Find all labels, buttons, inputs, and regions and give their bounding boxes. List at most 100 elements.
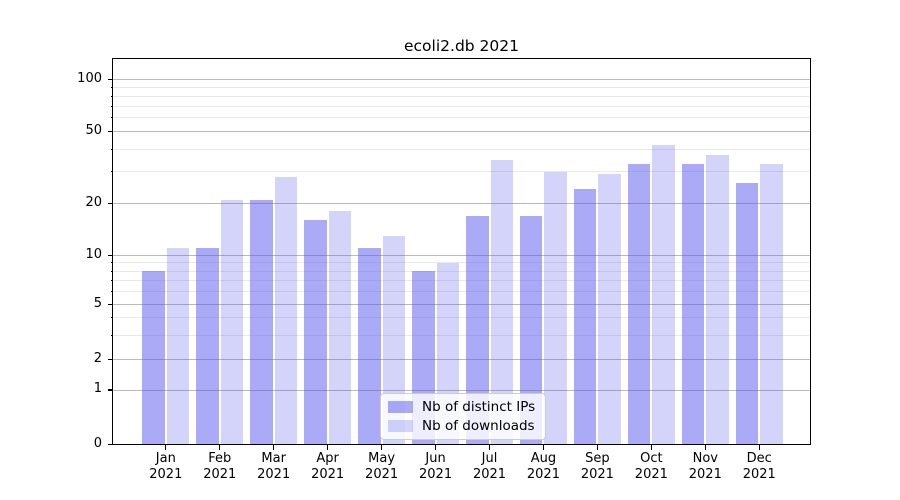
legend-swatch-downloads (388, 420, 413, 432)
y-tick-label: 50 (85, 122, 102, 138)
bar-downloads (652, 145, 675, 445)
x-tick-mark (165, 445, 167, 450)
y-tick-label: 0 (93, 435, 102, 451)
bar-downloads (706, 155, 729, 445)
x-tick-mark (435, 445, 437, 450)
x-tick-mark (650, 445, 652, 450)
x-tick-label: Apr 2021 (300, 451, 356, 483)
gridline-minor (113, 317, 810, 319)
x-tick-month: Oct (640, 451, 663, 466)
x-tick-year: 2021 (634, 467, 668, 482)
bar-downloads (328, 211, 352, 445)
x-tick-month: Feb (208, 451, 232, 466)
y-minor-tick-mark (110, 117, 113, 119)
y-minor-tick-mark (110, 291, 113, 293)
y-tick-mark (108, 443, 113, 446)
x-tick-label: Aug 2021 (515, 451, 571, 483)
y-minor-tick-mark (110, 86, 113, 88)
x-tick-mark (704, 445, 706, 450)
bar-downloads (760, 164, 783, 445)
x-tick-year: 2021 (311, 467, 345, 482)
x-tick-month: Nov (692, 451, 718, 466)
y-tick-label: 100 (77, 70, 102, 86)
x-tick-year: 2021 (580, 467, 614, 482)
y-tick-mark (108, 389, 113, 391)
bar-downloads (490, 159, 513, 445)
legend-label-downloads: Nb of downloads (422, 418, 535, 434)
gridline-major (113, 79, 810, 80)
x-tick-mark (219, 445, 221, 450)
x-tick-label: Jul 2021 (462, 451, 518, 483)
x-tick-label: Jan 2021 (138, 451, 194, 483)
bar-distinct-ips (358, 248, 381, 445)
x-tick-mark (327, 445, 329, 450)
x-tick-label: Oct 2021 (623, 451, 679, 483)
bar-distinct-ips (735, 182, 759, 445)
y-tick-label: 1 (93, 381, 102, 396)
bar-distinct-ips (304, 220, 327, 445)
x-tick-label: Mar 2021 (246, 451, 302, 483)
y-tick-mark (108, 130, 113, 133)
x-tick-year: 2021 (742, 467, 776, 482)
legend: Nb of distinct IPs Nb of downloads (380, 393, 547, 440)
y-minor-tick-mark (110, 148, 113, 150)
x-tick-month: Apr (316, 451, 339, 466)
gridline-minor (113, 270, 810, 272)
legend-item-distinct-ips: Nb of distinct IPs (388, 399, 535, 415)
x-tick-year: 2021 (472, 467, 507, 482)
gridline-major (113, 255, 810, 256)
gridline-major (113, 359, 810, 360)
y-tick-mark (108, 358, 113, 361)
y-minor-tick-mark (110, 95, 113, 97)
chart-title: ecoli2.db 2021 (404, 37, 519, 55)
bar-distinct-ips (142, 271, 165, 445)
bar-distinct-ips (196, 248, 219, 445)
legend-label-distinct-ips: Nb of distinct IPs (422, 399, 536, 415)
bar-downloads (544, 171, 567, 445)
x-tick-label: Sep 2021 (569, 451, 625, 483)
x-tick-label: Dec 2021 (731, 451, 787, 483)
x-tick-month: Dec (746, 451, 772, 466)
gridline-minor (113, 117, 810, 119)
y-tick-mark (108, 254, 113, 257)
x-tick-month: Mar (261, 451, 286, 466)
x-tick-mark (381, 445, 383, 450)
y-minor-tick-mark (110, 262, 113, 264)
y-tick-label: 10 (85, 246, 102, 262)
y-tick-label: 2 (93, 350, 102, 366)
gridline-minor (113, 171, 810, 173)
y-tick-label: 5 (93, 295, 102, 311)
gridline-major (113, 389, 810, 391)
gridline-major (113, 203, 810, 204)
x-tick-year: 2021 (257, 467, 291, 482)
bar-distinct-ips (573, 189, 597, 445)
bar-downloads (598, 174, 621, 445)
x-tick-label: Jun 2021 (408, 451, 464, 483)
bar-downloads (382, 235, 406, 445)
x-tick-year: 2021 (419, 467, 453, 482)
x-tick-year: 2021 (365, 467, 399, 482)
y-minor-tick-mark (110, 280, 113, 282)
gridline-minor (113, 105, 810, 107)
y-tick-label: 20 (85, 194, 102, 210)
x-tick-month: Aug (530, 451, 557, 466)
x-tick-month: Jul (481, 451, 498, 466)
x-tick-month: Jun (425, 451, 446, 466)
x-tick-mark (542, 445, 544, 450)
y-tick-mark (108, 202, 113, 205)
gridline-minor (113, 148, 810, 150)
bar-distinct-ips (466, 215, 489, 445)
bar-distinct-ips (681, 164, 705, 445)
x-tick-month: Sep (585, 451, 610, 466)
gridline-minor (113, 280, 810, 282)
gridline-major (113, 304, 810, 305)
y-tick-mark (108, 303, 113, 306)
gridline-minor (113, 95, 810, 97)
y-minor-tick-mark (110, 270, 113, 272)
x-tick-mark (758, 445, 760, 450)
bar-downloads (220, 199, 244, 445)
y-tick-mark (108, 78, 113, 81)
bar-distinct-ips (627, 164, 651, 445)
gridline-minor (113, 334, 810, 336)
x-tick-month: May (368, 451, 396, 466)
